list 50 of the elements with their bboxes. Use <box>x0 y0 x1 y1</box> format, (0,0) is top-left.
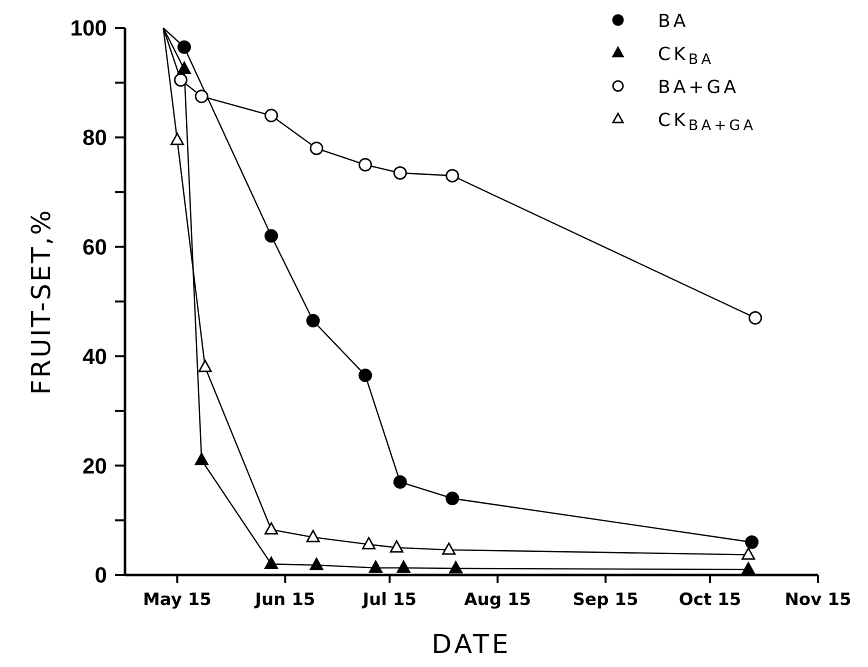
point <box>264 522 278 535</box>
point <box>194 90 208 104</box>
y-tick-label: 100 <box>70 16 107 41</box>
point <box>177 40 191 54</box>
y-tick-label: 60 <box>82 234 107 260</box>
point <box>264 229 278 243</box>
point <box>358 158 372 172</box>
point <box>310 558 324 570</box>
x-tick-label: Nov 15 <box>784 590 852 610</box>
legend-label: CK$_{BA+GA}$ <box>658 110 756 134</box>
x-tick-label: Oct 15 <box>678 590 742 610</box>
point <box>306 530 320 542</box>
point <box>362 537 376 550</box>
point <box>264 108 278 122</box>
point <box>742 547 756 560</box>
point <box>396 560 410 573</box>
x-tick-label: May 15 <box>142 590 212 610</box>
y-tick-label: 20 <box>82 453 107 478</box>
point <box>358 368 372 382</box>
x-axis-title: DATE <box>432 630 512 660</box>
point <box>368 560 382 573</box>
point <box>390 540 404 553</box>
point <box>177 62 191 74</box>
point <box>393 475 407 489</box>
legend-label: BA+GA <box>658 77 740 98</box>
y-tick-label: 80 <box>82 125 107 150</box>
point <box>264 556 278 570</box>
point <box>742 562 756 574</box>
point <box>194 452 208 466</box>
x-tick-label: Sep 15 <box>572 590 638 610</box>
legend-label: CK$_{BA}$ <box>658 44 714 68</box>
legend-label: BA <box>658 11 689 32</box>
y-tick-label: 0 <box>94 562 107 588</box>
point <box>446 492 460 506</box>
point <box>745 535 759 549</box>
y-tick-label: 40 <box>82 344 107 369</box>
x-tick-label: Jun 15 <box>254 590 316 610</box>
y-axis-title: FRUIT-SET,% <box>27 208 57 395</box>
point <box>748 311 762 325</box>
point <box>442 542 456 555</box>
point <box>170 132 184 146</box>
point <box>446 168 460 182</box>
point <box>198 360 212 372</box>
point <box>306 314 320 328</box>
x-tick-label: Jul 15 <box>362 590 417 610</box>
point <box>174 73 188 87</box>
point <box>310 142 324 156</box>
point <box>449 561 463 574</box>
x-tick-label: Aug 15 <box>464 590 532 610</box>
point <box>393 166 407 180</box>
